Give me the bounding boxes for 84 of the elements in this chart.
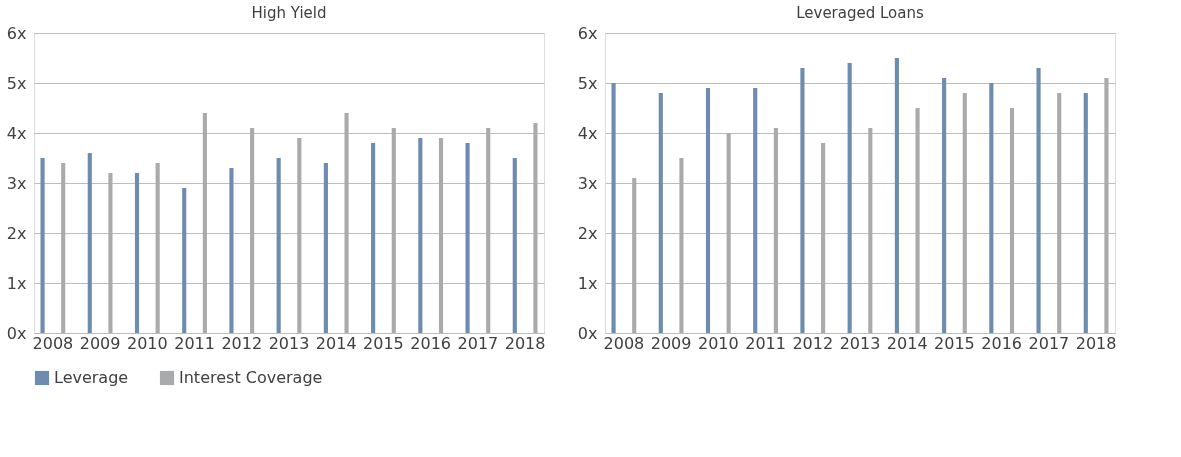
x-tick-label: 2008: [603, 333, 645, 353]
chart-title: Leveraged Loans: [796, 4, 924, 22]
bar: [108, 173, 113, 333]
y-tick-label: 3x: [6, 173, 27, 193]
y-tick-label: 3x: [577, 173, 598, 193]
x-tick-label: 2017: [457, 333, 499, 353]
bar: [486, 128, 491, 333]
bar: [276, 158, 281, 333]
bar: [250, 128, 255, 333]
bar: [40, 158, 45, 333]
bar: [1057, 93, 1062, 333]
x-tick-label: 2010: [697, 333, 739, 353]
y-tick-label: 5x: [577, 73, 598, 93]
x-tick-label: 2018: [1075, 333, 1117, 353]
bar: [773, 128, 778, 333]
x-tick-label: 2009: [650, 333, 692, 353]
x-tick-label: 2015: [934, 333, 975, 353]
y-tick-label: 5x: [6, 73, 27, 93]
chart-title: High Yield: [251, 4, 327, 22]
bar: [344, 113, 349, 333]
bar: [134, 173, 140, 333]
legend-label: Interest Coverage: [179, 368, 323, 387]
bar: [1104, 78, 1109, 333]
x-tick-label: 2008: [32, 333, 74, 353]
x-tick-label: 2012: [792, 333, 834, 353]
bar: [418, 138, 423, 333]
bar: [611, 83, 616, 333]
x-tick-label: 2017: [1028, 333, 1070, 353]
x-tick-label: 2013: [268, 333, 310, 353]
bar: [155, 163, 160, 333]
bar: [202, 113, 207, 333]
bar: [915, 108, 920, 333]
x-tick-label: 2010: [126, 333, 168, 353]
y-tick-label: 4x: [6, 123, 27, 143]
bar: [465, 143, 470, 333]
bar: [705, 88, 711, 333]
x-tick-label: 2016: [410, 333, 452, 353]
bar: [512, 158, 517, 333]
bar: [229, 168, 234, 333]
bar: [297, 138, 302, 333]
bar: [800, 68, 805, 333]
bar: [868, 128, 873, 333]
bar: [632, 178, 637, 333]
y-tick-label: 0x: [6, 323, 27, 343]
bar: [962, 93, 967, 333]
y-tick-label: 4x: [577, 123, 598, 143]
y-tick-label: 0x: [577, 323, 598, 343]
x-tick-label: 2014: [315, 333, 357, 353]
bar: [894, 58, 899, 333]
x-tick-label: 2014: [886, 333, 928, 353]
y-tick-label: 2x: [6, 223, 27, 243]
bar: [371, 143, 376, 333]
bar: [847, 63, 852, 333]
bar: [438, 138, 444, 333]
bar: [1036, 68, 1041, 333]
x-tick-label: 2012: [221, 333, 263, 353]
legend-label: Leverage: [54, 368, 129, 387]
bar: [323, 163, 328, 333]
y-tick-label: 6x: [577, 23, 598, 43]
bar: [989, 83, 994, 333]
bar: [1083, 93, 1088, 333]
bar: [821, 143, 826, 333]
y-tick-label: 1x: [577, 273, 598, 293]
bar: [658, 93, 663, 333]
bar: [61, 163, 66, 333]
x-tick-label: 2011: [745, 333, 786, 353]
x-tick-label: 2018: [504, 333, 546, 353]
y-tick-label: 1x: [6, 273, 27, 293]
bar: [391, 128, 396, 333]
x-tick-label: 2009: [79, 333, 121, 353]
bar: [753, 88, 758, 333]
y-tick-label: 2x: [577, 223, 598, 243]
x-tick-label: 2013: [839, 333, 881, 353]
y-tick-label: 6x: [6, 23, 27, 43]
bar: [679, 158, 684, 333]
x-tick-label: 2015: [363, 333, 404, 353]
bar: [1009, 108, 1015, 333]
bar: [726, 133, 731, 333]
bar: [87, 153, 92, 333]
x-tick-label: 2016: [981, 333, 1023, 353]
x-tick-label: 2011: [174, 333, 215, 353]
bar: [182, 188, 187, 333]
bar: [942, 78, 947, 333]
bar: [533, 123, 538, 333]
